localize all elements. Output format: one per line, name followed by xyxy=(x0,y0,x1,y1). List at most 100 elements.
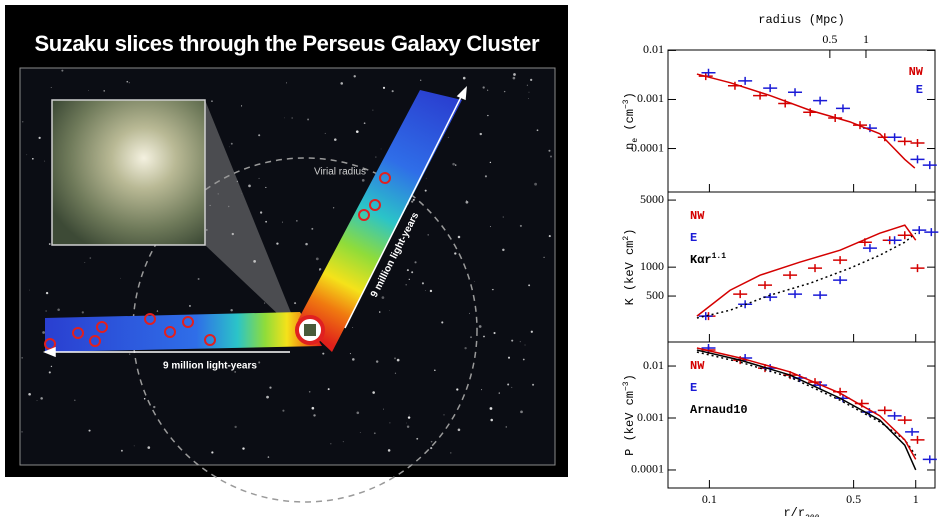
star xyxy=(328,388,330,390)
star xyxy=(26,154,27,155)
star xyxy=(504,91,505,92)
star xyxy=(51,87,52,88)
star xyxy=(550,155,552,157)
star xyxy=(126,81,128,83)
star xyxy=(511,340,513,342)
star xyxy=(89,430,91,432)
star xyxy=(502,249,504,251)
star xyxy=(376,360,378,362)
star xyxy=(407,269,409,271)
core-image xyxy=(304,324,316,336)
star xyxy=(479,325,482,328)
star xyxy=(286,82,287,83)
star xyxy=(374,432,376,434)
star xyxy=(322,353,324,355)
star xyxy=(129,82,130,83)
legend-entry: Arnaud10 xyxy=(690,403,748,417)
data-point xyxy=(898,137,912,145)
x2-axis-label: radius (Mpc) xyxy=(758,13,844,27)
y-tick-label: 0.0001 xyxy=(631,462,664,476)
star xyxy=(234,426,236,428)
star xyxy=(537,129,539,131)
star xyxy=(364,122,366,124)
star xyxy=(420,80,421,81)
star xyxy=(470,336,472,338)
star xyxy=(529,92,530,93)
star xyxy=(313,414,315,416)
star xyxy=(375,156,376,157)
star xyxy=(389,422,390,423)
star xyxy=(450,452,451,453)
x-tick-label: 1 xyxy=(913,492,919,506)
text-part: −3 xyxy=(622,99,631,109)
star xyxy=(268,456,270,458)
data-point xyxy=(788,88,802,96)
star xyxy=(408,416,410,418)
star xyxy=(258,134,260,136)
star xyxy=(416,438,418,440)
star xyxy=(511,387,512,388)
data-point xyxy=(808,264,822,272)
text-part: n xyxy=(623,143,637,150)
star xyxy=(490,419,493,422)
star xyxy=(441,321,443,323)
text-part: ) xyxy=(623,92,637,99)
data-point xyxy=(763,84,777,92)
star xyxy=(259,178,260,179)
star xyxy=(21,431,22,432)
text-part: K (keV cm xyxy=(623,241,637,306)
star xyxy=(513,77,516,80)
star xyxy=(409,415,410,416)
data-point xyxy=(910,139,924,147)
star xyxy=(362,179,365,182)
star xyxy=(144,398,146,400)
star xyxy=(372,110,373,111)
star xyxy=(32,158,34,160)
data-point xyxy=(910,436,924,444)
star xyxy=(129,353,130,354)
star xyxy=(42,331,45,334)
star xyxy=(189,305,191,307)
text-part: ) xyxy=(623,229,637,236)
star xyxy=(269,387,271,389)
star xyxy=(294,302,296,304)
y-tick-label: 0.01 xyxy=(643,42,664,56)
virial-label: Virial radius xyxy=(314,167,366,178)
star xyxy=(430,290,432,292)
star xyxy=(448,137,449,138)
y-axis-label: K (keV cm2) xyxy=(622,229,638,306)
star xyxy=(211,451,213,453)
star xyxy=(531,331,533,333)
star xyxy=(534,183,537,186)
data-point xyxy=(813,97,827,105)
star xyxy=(411,201,413,203)
text-part: −3 xyxy=(622,381,631,391)
strip-west xyxy=(45,312,322,352)
star xyxy=(276,242,278,244)
star xyxy=(549,235,551,237)
star xyxy=(525,345,526,346)
star xyxy=(40,397,43,400)
star xyxy=(425,190,427,192)
star xyxy=(543,257,544,258)
star xyxy=(211,100,212,101)
legend-entry: NW xyxy=(690,359,705,373)
data-point xyxy=(788,290,802,298)
inset-image xyxy=(52,100,205,245)
star xyxy=(147,446,150,449)
star xyxy=(372,391,375,394)
star xyxy=(134,445,135,446)
data-point xyxy=(733,290,747,298)
star xyxy=(360,432,361,433)
x-axis-label: r/r200 xyxy=(783,506,819,517)
star xyxy=(383,409,384,410)
star xyxy=(74,400,75,401)
star xyxy=(307,119,309,121)
star xyxy=(248,185,251,188)
star xyxy=(464,347,466,349)
legend-entry: E xyxy=(916,83,923,97)
data-point xyxy=(888,133,902,141)
y-tick-label: 0.001 xyxy=(637,410,664,424)
star xyxy=(39,137,41,139)
star xyxy=(316,257,319,260)
